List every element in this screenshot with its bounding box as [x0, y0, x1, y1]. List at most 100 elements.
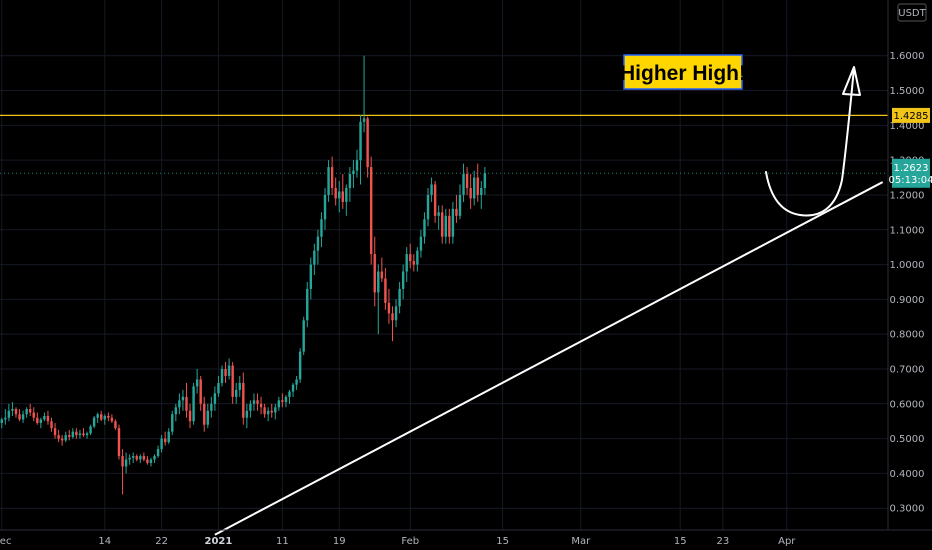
candle-body	[160, 438, 163, 450]
candle-body	[341, 191, 344, 202]
countdown-label: 05:13:04	[889, 175, 932, 186]
candle	[188, 403, 192, 429]
candle-body	[85, 433, 89, 436]
candle	[206, 403, 209, 429]
candle	[128, 454, 131, 465]
y-tick-label: 1.0000	[890, 260, 925, 271]
y-tick-label: 0.4000	[890, 469, 925, 480]
x-tick-label: 11	[276, 536, 289, 547]
resistance-badge-bg	[892, 107, 930, 123]
x-tick-label: 15	[496, 536, 509, 547]
candle	[203, 396, 206, 432]
candle	[338, 181, 341, 213]
candle	[14, 407, 18, 418]
candle	[21, 410, 25, 423]
candle	[277, 396, 281, 411]
x-tick-label: 14	[98, 536, 111, 547]
candle-body	[238, 382, 241, 390]
candle	[32, 407, 35, 422]
candle-body	[313, 250, 316, 265]
currency-label[interactable]: USDT	[897, 3, 927, 22]
x-tick-label: Mar	[571, 536, 591, 547]
candle-body	[462, 174, 465, 195]
candle	[380, 257, 384, 282]
candle-body	[92, 417, 96, 427]
candle-body	[210, 403, 213, 411]
candle-body	[171, 414, 174, 432]
resistance-price-badge: 1.4285	[892, 107, 930, 123]
candle	[306, 281, 309, 328]
candle	[149, 457, 153, 467]
candle	[476, 163, 479, 202]
candle-body	[82, 433, 85, 436]
current-price-label: 1.2623	[894, 163, 929, 174]
candle-body	[64, 435, 67, 441]
candle	[103, 414, 106, 425]
candle	[238, 375, 241, 397]
candle-body	[71, 431, 75, 437]
candle-body	[394, 306, 398, 321]
annotation-text: Higher High!	[620, 62, 746, 85]
candle	[160, 435, 163, 453]
candle	[178, 393, 181, 415]
candle	[25, 407, 28, 418]
x-tick-label: 15	[674, 536, 687, 547]
candle	[92, 415, 96, 429]
candle-body	[100, 414, 103, 420]
candle	[217, 375, 220, 397]
candle-body	[469, 187, 472, 199]
arrow-head	[842, 66, 861, 96]
candle	[224, 362, 227, 383]
candle	[266, 407, 270, 422]
candle-body	[195, 379, 199, 387]
candle-body	[327, 167, 330, 195]
candle	[320, 212, 323, 248]
candle-body	[256, 400, 259, 404]
y-tick-label: 1.5000	[890, 86, 925, 97]
candle	[341, 174, 344, 209]
x-tick-label: 19	[333, 536, 346, 547]
candle	[362, 55, 366, 133]
candle	[444, 208, 447, 244]
candle	[192, 382, 195, 425]
candle	[146, 456, 149, 465]
candles	[0, 55, 487, 495]
candle-body	[57, 435, 60, 439]
candle-body	[53, 428, 57, 436]
y-tick-label: 1.1000	[890, 225, 925, 236]
candle-body	[50, 421, 53, 429]
candle-body	[25, 409, 28, 415]
candle	[11, 402, 14, 416]
candle	[46, 410, 50, 425]
candle	[259, 396, 263, 415]
candle-body	[146, 459, 149, 463]
candle-body	[426, 194, 430, 220]
candle-body	[249, 403, 252, 411]
candle	[39, 417, 43, 429]
candle	[131, 452, 135, 463]
candle	[430, 177, 433, 202]
candle	[313, 243, 316, 276]
candle-body	[28, 409, 32, 413]
candle-body	[352, 170, 355, 175]
time-axis[interactable]: Dec 14 22 2021 11 19 Feb 15 Mar 15 23 Apr	[0, 536, 796, 547]
candle	[455, 194, 458, 223]
candle-body	[398, 288, 401, 307]
candle	[423, 212, 426, 244]
candle	[135, 454, 138, 462]
candle	[366, 116, 369, 178]
candle-body	[316, 236, 320, 251]
candle-body	[213, 393, 217, 404]
candle-body	[377, 271, 380, 293]
candle	[117, 424, 121, 460]
candle-body	[110, 417, 114, 422]
y-tick-label: 0.8000	[890, 330, 925, 341]
candle	[355, 149, 359, 178]
candle-body	[302, 320, 305, 352]
candle-body	[345, 187, 348, 202]
x-tick-label: 22	[155, 536, 168, 547]
candle-body	[224, 368, 227, 376]
candle	[163, 431, 167, 446]
candle	[7, 403, 11, 422]
